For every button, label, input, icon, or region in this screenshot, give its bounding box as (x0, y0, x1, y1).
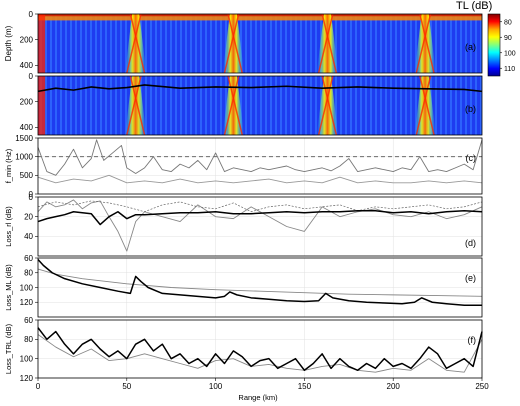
series-line-2 (37, 174, 483, 184)
panel-label: (f) (468, 335, 477, 345)
line-panel-d: 0 20 40 (d) Loss_rl (dB) (4, 193, 483, 257)
y-tick-label: 100 (20, 283, 34, 292)
panel-frame (37, 75, 483, 136)
zone-ray (317, 13, 334, 74)
y-tick-label: 500 (20, 171, 34, 180)
series-line-2 (37, 199, 483, 252)
y-tick-label: 0 (29, 190, 34, 199)
x-tick-label: 150 (298, 382, 312, 391)
series-line-2 (37, 334, 483, 373)
colorbar-tick-label: 110 (504, 66, 515, 73)
zone-ray (317, 75, 334, 136)
plot-area (38, 138, 482, 194)
y-tick-label: 200 (20, 97, 34, 106)
zone-ray (223, 13, 240, 74)
y-tick-label: 100 (20, 354, 34, 363)
series-line-1 (37, 210, 483, 226)
y-tick-label: 1500 (15, 134, 33, 143)
y-tick-label: 200 (20, 35, 34, 44)
x-tick-label: 100 (209, 382, 223, 391)
line-panel-e: 60 80 100 120 (e) Loss_ML (dB) (4, 254, 483, 318)
line-panel-c: 0 500 1000 1500 (c) f_min (Hz) (4, 134, 483, 199)
surface-duct-core (38, 14, 482, 17)
series-line-2 (37, 268, 483, 297)
zone-ray (415, 75, 432, 136)
y-axis-label: Loss_rl (dB) (4, 206, 13, 247)
y-tick-label: 0 (29, 193, 34, 202)
x-tick-label: 0 (36, 382, 41, 391)
colorbar-tick-label: 100 (504, 50, 516, 57)
plot-area (38, 320, 482, 378)
heatmap-background (38, 76, 482, 135)
y-axis-label: Depth (m) (4, 25, 13, 61)
zone-ray (419, 13, 435, 74)
colorbar-gradient (487, 13, 501, 77)
near-source-region (38, 14, 46, 73)
zone-ray (129, 75, 146, 136)
y-axis-label: Loss_ML (dB) (4, 264, 13, 311)
x-tick-label: 200 (387, 382, 401, 391)
boundary-line (37, 84, 483, 93)
zone-ray (227, 13, 243, 74)
heatmap-panel-b: 0 200 400 (b) (20, 72, 483, 136)
near-source-region (38, 76, 46, 135)
y-tick-label: 0 (29, 10, 34, 19)
x-axis-label: Range (km) (238, 393, 278, 402)
y-tick-label: 400 (20, 61, 34, 70)
y-tick-label: 80 (24, 335, 33, 344)
panel-frame (37, 196, 483, 257)
colorbar-tick-label: 90 (504, 35, 512, 42)
zone-ray (415, 13, 432, 74)
x-axis: 0 50 100 150 200 250 (36, 378, 489, 391)
panel-label: (a) (465, 42, 476, 52)
zone-ray (419, 75, 435, 136)
y-tick-label: 120 (20, 374, 34, 383)
y-tick-label: 1000 (15, 152, 33, 161)
y-tick-label: 60 (24, 254, 33, 263)
panel-frame (37, 13, 483, 74)
series-line-1 (37, 258, 482, 306)
colorbar: TL (dB) 80 90 100 110 (456, 0, 516, 77)
panel-label: (b) (465, 104, 476, 114)
x-tick-label: 50 (122, 382, 131, 391)
colorbar-tick-label: 80 (504, 19, 512, 26)
y-tick-label: 400 (20, 123, 34, 132)
y-tick-label: 120 (20, 298, 34, 307)
series-line-1 (37, 327, 483, 372)
y-tick-label: 20 (24, 212, 33, 221)
zone-ray (129, 13, 146, 74)
zone-ray (321, 75, 338, 136)
panel-frame (37, 319, 483, 379)
colorbar-title: TL (dB) (456, 0, 492, 12)
y-tick-label: 40 (24, 232, 33, 241)
x-tick-label: 250 (475, 382, 489, 391)
line-panel-f: 60 80 100 120 (f) Loss_TRL (dB) (4, 316, 483, 383)
heatmap-background (38, 14, 482, 73)
plot-area (38, 197, 482, 256)
zone-ray (227, 75, 243, 136)
y-axis-label: Loss_TRL (dB) (4, 323, 13, 374)
panel-label: (e) (465, 273, 476, 283)
y-tick-label: 60 (24, 316, 33, 325)
zone-ray (321, 13, 338, 74)
surface-duct-band (38, 14, 482, 21)
y-tick-label: 0 (29, 72, 34, 81)
y-axis-label: f_min (Hz) (4, 148, 13, 183)
y-tick-label: 80 (24, 269, 33, 278)
zone-ray (126, 13, 142, 74)
heatmap-panel-a: 0 200 400 (a) Depth (m) (4, 10, 483, 74)
panel-frame (37, 137, 483, 195)
panel-label: (d) (465, 238, 476, 248)
panel-label: (c) (466, 153, 477, 163)
colorbar-ticks: 80 90 100 110 (500, 19, 516, 73)
series-line-1 (37, 139, 483, 176)
zone-ray (223, 75, 240, 136)
